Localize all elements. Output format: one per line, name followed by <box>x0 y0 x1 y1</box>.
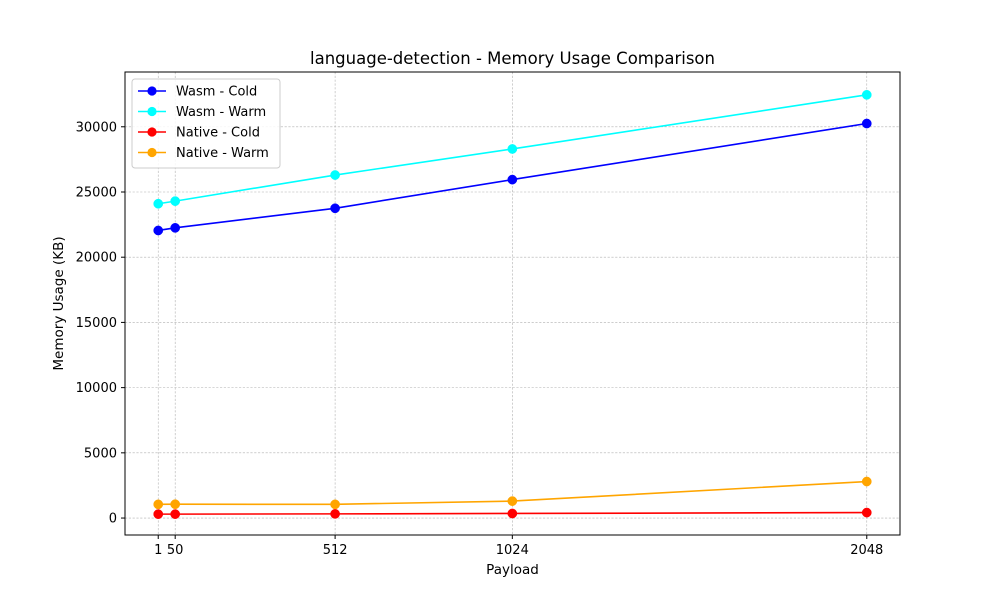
x-tick-label: 1024 <box>496 543 529 558</box>
y-tick-label: 30000 <box>76 120 117 135</box>
legend-marker <box>147 147 157 158</box>
data-point <box>170 509 181 519</box>
x-tick-label: 1 <box>154 543 162 558</box>
y-tick-label: 20000 <box>76 251 117 266</box>
data-point <box>153 225 164 236</box>
data-point <box>507 174 518 185</box>
data-point <box>170 223 181 233</box>
data-point <box>507 144 518 154</box>
data-point <box>330 509 340 519</box>
legend-marker <box>147 106 157 117</box>
legend-label: Native - Cold <box>176 126 260 141</box>
legend-label: Wasm - Cold <box>176 85 257 100</box>
y-tick-label: 25000 <box>76 185 117 200</box>
x-axis-label: Payload <box>486 562 539 578</box>
axis-ticks: 1 50 512 1024 2048 0 5000 10000 15000 20000 25000 3… <box>76 120 884 558</box>
y-axis-label: Memory Usage (KB) <box>51 236 67 370</box>
data-point <box>330 170 340 180</box>
legend-label: Native - Warm <box>176 146 269 161</box>
data-point <box>330 499 340 510</box>
x-tick-label: 50 <box>167 543 184 558</box>
data-point <box>861 89 872 100</box>
data-point <box>507 496 518 506</box>
data-point <box>153 198 164 209</box>
legend-box <box>131 78 281 169</box>
x-tick-label: 2048 <box>850 543 883 558</box>
x-tick-label: 512 <box>323 543 348 558</box>
data-point <box>861 476 872 487</box>
data-point <box>861 118 872 129</box>
y-tick-label: 10000 <box>76 381 117 396</box>
data-point <box>861 507 872 518</box>
data-point <box>153 499 164 510</box>
data-point <box>153 509 164 519</box>
y-tick-label: 15000 <box>76 316 117 331</box>
data-point <box>170 499 181 510</box>
legend-label: Wasm - Warm <box>176 105 266 120</box>
y-tick-label: 5000 <box>84 446 117 461</box>
series-layer <box>153 89 872 519</box>
data-point <box>330 203 340 214</box>
legend-marker <box>147 86 157 96</box>
chart-title: language-detection - Memory Usage Compar… <box>310 49 715 68</box>
y-tick-label: 0 <box>109 512 117 527</box>
data-point <box>507 508 518 519</box>
legend: Wasm - Cold Wasm - Warm Native - Cold Nativ… <box>131 78 281 169</box>
legend-marker <box>147 127 157 137</box>
data-point <box>170 196 181 206</box>
